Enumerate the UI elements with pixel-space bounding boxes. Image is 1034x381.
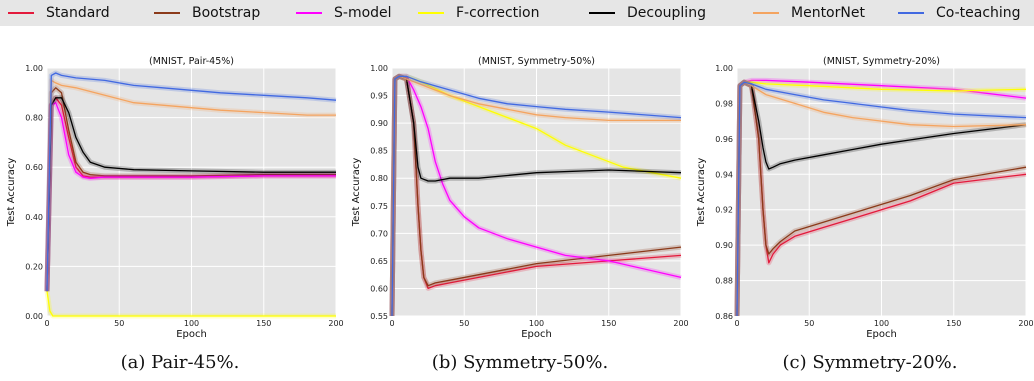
legend-swatch	[154, 12, 180, 14]
y-tick-label: 0.90	[715, 241, 733, 250]
caption-b: (b) Symmetry-50%.	[431, 352, 609, 373]
series-line-co-teaching	[46, 72, 337, 292]
y-tick-label: 0.80	[25, 114, 43, 123]
legend-item-decoupling: Decoupling	[589, 0, 706, 26]
x-axis-label: Epoch	[866, 329, 897, 340]
y-tick-label: 0.85	[370, 147, 388, 156]
y-tick-label: 0.94	[715, 170, 733, 179]
x-tick-label: 200	[328, 319, 343, 328]
x-axis-label: Epoch	[176, 329, 207, 340]
x-tick-label: 150	[946, 319, 961, 328]
y-tick-label: 0.86	[715, 312, 733, 321]
legend: Standard Bootstrap S-model F-correction …	[0, 0, 1034, 26]
x-tick-label: 100	[184, 319, 199, 328]
y-tick-label: 0.40	[25, 213, 43, 222]
y-tick-label: 0.90	[370, 119, 388, 128]
y-tick-label: 0.60	[25, 163, 43, 172]
legend-label: F-correction	[456, 5, 540, 21]
chart-title: (MNIST, Symmetry-20%)	[823, 56, 940, 67]
legend-label: Bootstrap	[192, 5, 261, 21]
legend-label: MentorNet	[791, 5, 865, 21]
y-axis-label: Test Accuracy	[351, 158, 362, 228]
y-tick-label: 0.95	[370, 92, 388, 101]
y-tick-label: 1.00	[370, 64, 388, 73]
legend-item-co-teaching: Co-teaching	[898, 0, 1021, 26]
x-tick-label: 50	[459, 319, 469, 328]
legend-swatch	[296, 12, 322, 14]
x-tick-label: 100	[874, 319, 889, 328]
legend-swatch	[898, 12, 924, 14]
chart-title: (MNIST, Symmetry-50%)	[478, 56, 595, 67]
y-tick-label: 0.98	[715, 99, 733, 108]
series-line-co-teaching	[391, 75, 682, 317]
legend-swatch	[753, 12, 779, 14]
x-tick-label: 150	[601, 319, 616, 328]
x-tick-label: 0	[44, 319, 49, 328]
chart-panel-symmetry-20: 0.86 0.88 0.90 0.92 0.94 0.96 0.98 1.00 0 50 100 15…	[696, 56, 1034, 340]
series-line-decoupling	[46, 97, 336, 292]
chart-panel-symmetry-50: 0.55 0.60 0.65 0.70 0.75 0.80 0.85 0.90 0.95 1.00…	[351, 56, 689, 340]
y-tick-label: 0.92	[715, 206, 733, 215]
legend-item-standard: Standard	[8, 0, 110, 26]
y-tick-label: 0.80	[370, 174, 388, 183]
legend-swatch	[418, 12, 444, 14]
caption-a: (a) Pair-45%.	[120, 352, 240, 373]
series-line-s-model	[46, 102, 336, 292]
x-tick-label: 50	[804, 319, 814, 328]
y-tick-label: 0.55	[370, 312, 388, 321]
y-tick-label: 0.96	[715, 135, 733, 144]
x-tick-label: 200	[673, 319, 688, 328]
x-tick-label: 0	[389, 319, 394, 328]
y-axis-label: Test Accuracy	[6, 158, 17, 228]
y-tick-label: 0.60	[370, 284, 388, 293]
legend-item-f-correction: F-correction	[418, 0, 539, 26]
y-tick-label: 0.00	[25, 312, 43, 321]
y-tick-label: 0.75	[370, 202, 388, 211]
x-tick-label: 100	[529, 319, 544, 328]
legend-label: Co-teaching	[936, 5, 1021, 21]
chart-panel-pair-45: 0.00 0.20 0.40 0.60 0.80 1.00 0 50 100 150 200 (MNI…	[6, 56, 344, 340]
series-line-f-correction	[46, 291, 336, 317]
y-tick-label: 1.00	[25, 64, 43, 73]
legend-item-mentornet: MentorNet	[753, 0, 865, 26]
legend-label: Decoupling	[627, 5, 706, 21]
chart-title: (MNIST, Pair-45%)	[149, 56, 234, 67]
x-tick-label: 0	[734, 319, 739, 328]
legend-item-bootstrap: Bootstrap	[154, 0, 260, 26]
y-axis-label: Test Accuracy	[696, 158, 707, 228]
x-tick-label: 200	[1018, 319, 1033, 328]
legend-label: Standard	[46, 5, 110, 21]
y-tick-label: 0.20	[25, 262, 43, 271]
x-tick-label: 50	[114, 319, 124, 328]
legend-item-s-model: S-model	[296, 0, 392, 26]
x-tick-label: 150	[256, 319, 271, 328]
y-tick-label: 0.88	[715, 277, 733, 286]
x-axis-label: Epoch	[521, 329, 552, 340]
y-tick-label: 0.65	[370, 257, 388, 266]
y-tick-label: 1.00	[715, 64, 733, 73]
series-line-co-teaching	[736, 81, 1027, 317]
series-line-bootstrap	[46, 87, 336, 292]
legend-swatch	[589, 12, 615, 14]
caption-c: (c) Symmetry-20%.	[782, 352, 958, 373]
y-tick-label: 0.70	[370, 229, 388, 238]
series-line-mentornet	[46, 79, 336, 292]
legend-swatch	[8, 12, 34, 14]
legend-label: S-model	[334, 5, 392, 21]
